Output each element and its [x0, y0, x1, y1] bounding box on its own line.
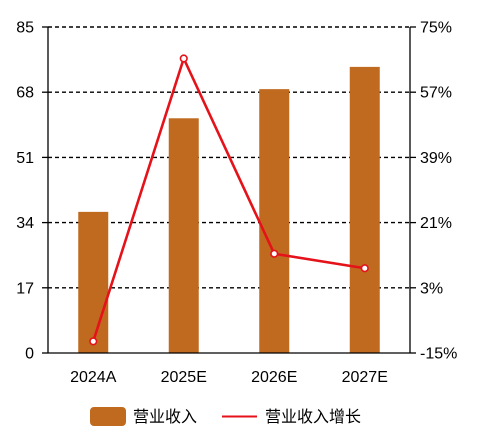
right-axis-ticks: -15% 3% 21% 39% 57% 75%	[410, 20, 457, 363]
category-label: 2027E	[342, 369, 388, 386]
left-tick-label: 34	[16, 215, 34, 232]
right-tick-label: 39%	[420, 150, 452, 167]
left-axis-ticks: 0 17 34 51 68 85	[16, 20, 48, 363]
right-tick-label: 57%	[420, 85, 452, 102]
growth-marker-2026E	[270, 249, 279, 258]
growth-marker-2027E	[360, 264, 369, 273]
left-tick-label: 0	[25, 346, 34, 363]
gridlines	[48, 26, 410, 289]
category-label: 2024A	[70, 369, 117, 386]
legend-label-growth: 营业收入增长	[265, 408, 361, 426]
growth-line	[92, 57, 365, 342]
legend-swatch-revenue	[90, 407, 126, 426]
x-axis-labels: 2024A 2025E 2026E 2027E	[70, 369, 388, 386]
right-tick-label: -15%	[420, 346, 457, 363]
left-tick-label: 17	[16, 280, 34, 297]
right-tick-label: 21%	[420, 215, 452, 232]
right-tick-label: 75%	[420, 20, 452, 37]
bar-series	[78, 66, 380, 354]
legend-label-revenue: 营业收入	[133, 408, 197, 426]
category-label: 2025E	[161, 369, 207, 386]
left-tick-label: 51	[16, 150, 34, 167]
legend: 营业收入 营业收入增长	[90, 407, 361, 426]
axes	[47, 27, 411, 354]
category-label: 2026E	[251, 369, 297, 386]
left-tick-label: 68	[16, 85, 34, 102]
left-tick-label: 85	[16, 20, 34, 37]
bar-2025E	[168, 118, 199, 353]
right-tick-label: 3%	[420, 280, 443, 297]
bar-2027E	[349, 66, 380, 354]
bar-2026E	[259, 89, 290, 353]
growth-marker-2025E	[179, 54, 188, 63]
bar-2024A	[78, 211, 109, 353]
growth-marker-2024A	[89, 337, 98, 346]
line-series	[89, 54, 369, 346]
